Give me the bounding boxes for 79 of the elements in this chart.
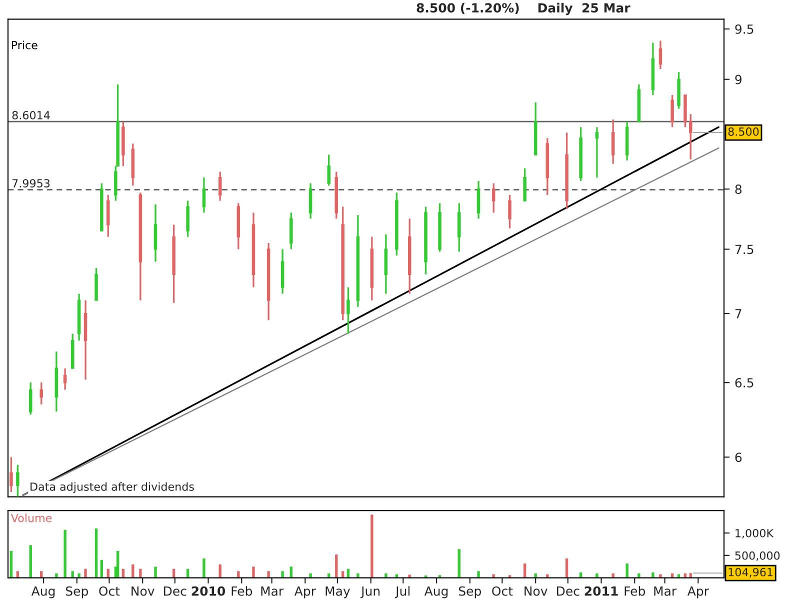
bar bbox=[267, 571, 270, 578]
bar bbox=[64, 530, 66, 578]
y-tick-label: 7.5 bbox=[735, 244, 754, 254]
x-tick-label: Feb bbox=[232, 586, 252, 596]
ref-line-label: 7.9953 bbox=[12, 179, 50, 188]
annotation: 104,961 bbox=[728, 568, 772, 578]
bar bbox=[139, 568, 142, 578]
bar bbox=[202, 558, 206, 578]
ref-line-label: 8.6014 bbox=[12, 110, 50, 120]
x-tick-label: Sep bbox=[458, 586, 481, 598]
y-tick-label: 9 bbox=[735, 74, 742, 84]
y-axis-title: Volume bbox=[10, 514, 52, 522]
bar bbox=[370, 514, 374, 578]
chart-title: 8.500 (-1.20%) Daily 25 Mar bbox=[416, 2, 630, 16]
annotation: Data adjusted after dividends bbox=[30, 482, 194, 493]
x-tick-label: Oct bbox=[492, 586, 513, 596]
y-tick-label: 500,000 bbox=[735, 551, 780, 561]
candlestick bbox=[327, 154, 330, 186]
candlestick bbox=[28, 382, 32, 416]
candlestick bbox=[670, 94, 674, 128]
candlestick bbox=[16, 464, 20, 497]
candlestick bbox=[595, 126, 599, 178]
candlestick bbox=[63, 368, 67, 391]
x-tick-label: Sep bbox=[66, 586, 88, 598]
candlestick bbox=[688, 113, 692, 160]
x-tick-label: Nov bbox=[132, 586, 154, 596]
bar bbox=[252, 566, 255, 578]
bar bbox=[237, 571, 240, 578]
bar bbox=[335, 554, 338, 578]
candlestick bbox=[611, 118, 615, 165]
y-tick-label: 6 bbox=[735, 452, 742, 462]
candlestick bbox=[218, 170, 222, 202]
x-tick-label: Mar bbox=[654, 586, 677, 596]
bar bbox=[29, 545, 32, 578]
x-tick-label: 2010 bbox=[192, 586, 226, 596]
x-tick-label: 2011 bbox=[584, 586, 618, 596]
bar bbox=[281, 571, 284, 578]
x-tick-label: Apr bbox=[687, 586, 709, 598]
candlestick bbox=[523, 168, 526, 202]
x-tick-label: Jun bbox=[360, 586, 380, 598]
bar bbox=[94, 528, 98, 578]
y-axis-title: Price bbox=[12, 40, 38, 50]
candlestick bbox=[658, 40, 662, 70]
candlestick bbox=[492, 182, 496, 214]
candlestick bbox=[508, 194, 512, 230]
x-tick-label: Nov bbox=[524, 586, 548, 596]
bar bbox=[659, 574, 662, 578]
candlestick bbox=[308, 182, 312, 220]
bar bbox=[84, 568, 87, 578]
y-tick-label: 8 bbox=[735, 184, 742, 194]
x-tick-label: May bbox=[326, 586, 350, 598]
x-tick-label: Dec bbox=[164, 586, 186, 596]
candlestick bbox=[476, 180, 480, 220]
candlestick bbox=[202, 176, 206, 214]
bar bbox=[652, 572, 654, 578]
x-tick-label: Mar bbox=[261, 586, 284, 596]
bar bbox=[458, 549, 460, 578]
bar bbox=[154, 566, 157, 578]
x-tick-label: Jul bbox=[394, 586, 410, 598]
candlestick bbox=[106, 194, 110, 238]
y-tick-label: 6.5 bbox=[735, 378, 754, 388]
bar bbox=[10, 550, 13, 578]
x-tick-label: Dec bbox=[557, 586, 580, 596]
x-tick-label: Aug bbox=[31, 586, 55, 598]
candlestick bbox=[10, 456, 13, 493]
bar bbox=[492, 574, 495, 578]
y-tick-label: 9.5 bbox=[735, 24, 754, 34]
annotation: 8.500 bbox=[728, 127, 759, 136]
candlestick bbox=[346, 286, 350, 335]
x-tick-label: Oct bbox=[99, 586, 120, 596]
y-tick-label: 1,000K bbox=[736, 528, 774, 539]
bar bbox=[546, 574, 549, 578]
x-tick-label: Aug bbox=[424, 586, 448, 598]
x-tick-label: Apr bbox=[294, 586, 316, 598]
bar bbox=[116, 550, 120, 578]
x-tick-label: Feb bbox=[624, 586, 646, 596]
bar bbox=[477, 571, 480, 578]
y-tick-label: 7 bbox=[735, 309, 742, 318]
candlestick bbox=[40, 382, 44, 406]
